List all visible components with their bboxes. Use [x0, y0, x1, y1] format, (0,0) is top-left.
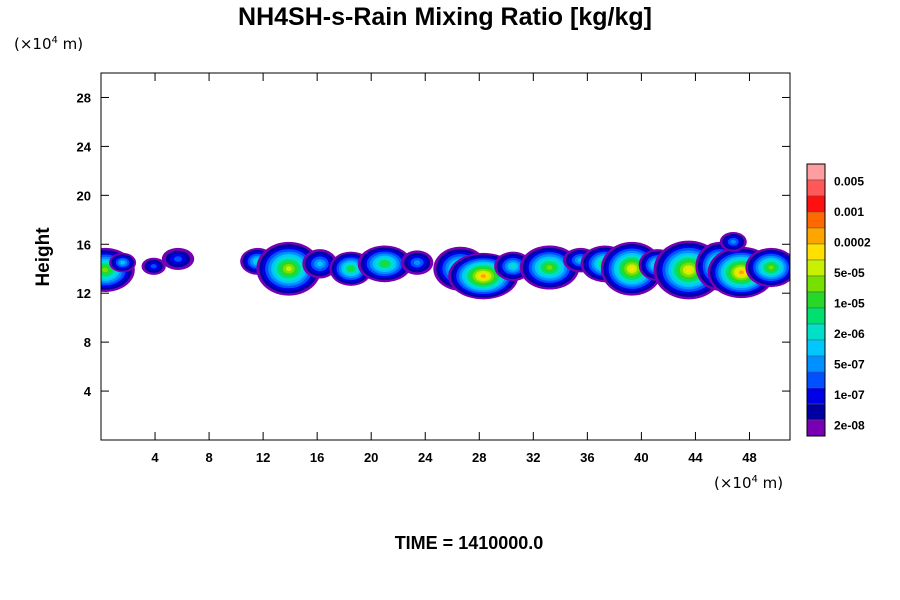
field-contour [738, 270, 744, 275]
field-contour [348, 266, 354, 271]
field-contour [510, 264, 516, 269]
colorbar-swatch [806, 163, 826, 181]
x-unit-suffix: m) [758, 474, 783, 492]
colorbar-swatch [806, 371, 826, 389]
x-tick-label: 4 [151, 450, 159, 465]
field-contour [685, 267, 692, 273]
time-value: 1410000.0 [458, 533, 543, 553]
colorbar-label: 1e-05 [834, 297, 865, 311]
field-contour [285, 266, 292, 272]
field-contour [629, 266, 635, 271]
colorbar-swatch [806, 339, 826, 357]
x-tick-label: 8 [205, 450, 212, 465]
colorbar-swatch [806, 387, 826, 405]
chart-title: NH4SH-s-Rain Mixing Ratio [kg/kg] [238, 3, 652, 31]
y-unit-prefix: (×10 [14, 35, 52, 53]
colorbar-label: 2e-08 [834, 419, 865, 433]
colorbar-label: 0.005 [834, 175, 864, 189]
field-contour [120, 260, 125, 265]
colorbar-swatch [806, 403, 826, 421]
field-contour [413, 260, 421, 266]
field-contour [546, 265, 553, 270]
field-contour [730, 239, 736, 244]
x-tick-label: 28 [472, 450, 486, 465]
colorbar-swatch [806, 275, 826, 293]
y-axis-label: Height [33, 227, 54, 287]
x-unit-prefix: (×10 [714, 474, 752, 492]
x-tick-label: 16 [310, 450, 324, 465]
y-tick-label: 4 [84, 384, 92, 399]
time-prefix: TIME = [395, 533, 459, 553]
colorbar-label: 1e-07 [834, 388, 865, 402]
field-contour [150, 264, 157, 269]
colorbar-swatch [806, 355, 826, 373]
x-tick-label: 24 [418, 450, 433, 465]
x-axis-ticks: 4 8 12 16 20 24 28 32 36 40 44 48 [151, 73, 757, 465]
x-unit-exponent: 4 [752, 474, 758, 485]
colorbar-swatch [806, 419, 826, 437]
colorbar-swatch [806, 227, 826, 245]
x-tick-label: 40 [634, 450, 648, 465]
colorbar-label: 0.001 [834, 205, 864, 219]
y-unit-suffix: m) [58, 35, 83, 53]
plot-frame [100, 72, 791, 441]
colorbar-swatch [806, 323, 826, 341]
y-tick-label: 20 [77, 188, 91, 203]
colorbar-frame [806, 163, 826, 437]
field-contour [102, 267, 109, 273]
y-axis-ticks: 4 8 12 16 20 24 28 [77, 90, 790, 399]
colorbar-swatch [806, 291, 826, 309]
colorbar-swatch [806, 179, 826, 197]
field-contour [381, 261, 388, 266]
y-tick-label: 16 [77, 237, 91, 252]
x-tick-label: 20 [364, 450, 378, 465]
colorbar-label: 0.0002 [834, 236, 871, 250]
colorbar: 0.005 0.001 0.0002 5e-05 1e-05 2e-06 5e-07 1e-0… [806, 163, 871, 437]
y-tick-label: 12 [77, 286, 91, 301]
mixing-ratio-field [101, 232, 790, 300]
x-tick-label: 48 [742, 450, 756, 465]
x-tick-label: 36 [580, 450, 594, 465]
y-unit-exponent: 4 [52, 35, 58, 46]
colorbar-label: 2e-06 [834, 327, 865, 341]
field-contour [480, 274, 487, 278]
colorbar-label: 5e-05 [834, 266, 865, 280]
colorbar-swatch [806, 307, 826, 325]
x-axis-unit: (×104 m) [714, 474, 783, 492]
colorbar-swatch [806, 259, 826, 277]
x-tick-label: 12 [256, 450, 270, 465]
y-tick-label: 28 [77, 90, 91, 105]
y-tick-label: 24 [77, 139, 92, 154]
colorbar-label: 5e-07 [834, 358, 865, 372]
field-contour [768, 265, 774, 270]
field-contour [173, 256, 183, 262]
y-tick-label: 8 [84, 335, 91, 350]
x-tick-label: 44 [688, 450, 703, 465]
colorbar-swatch [806, 211, 826, 229]
plot-area [101, 232, 790, 300]
time-label: TIME = 1410000.0 [395, 533, 544, 553]
x-tick-label: 32 [526, 450, 540, 465]
field-contour [316, 261, 323, 267]
colorbar-swatch [806, 243, 826, 261]
y-axis-unit: (×104 m) [14, 35, 83, 53]
colorbar-swatch [806, 195, 826, 213]
